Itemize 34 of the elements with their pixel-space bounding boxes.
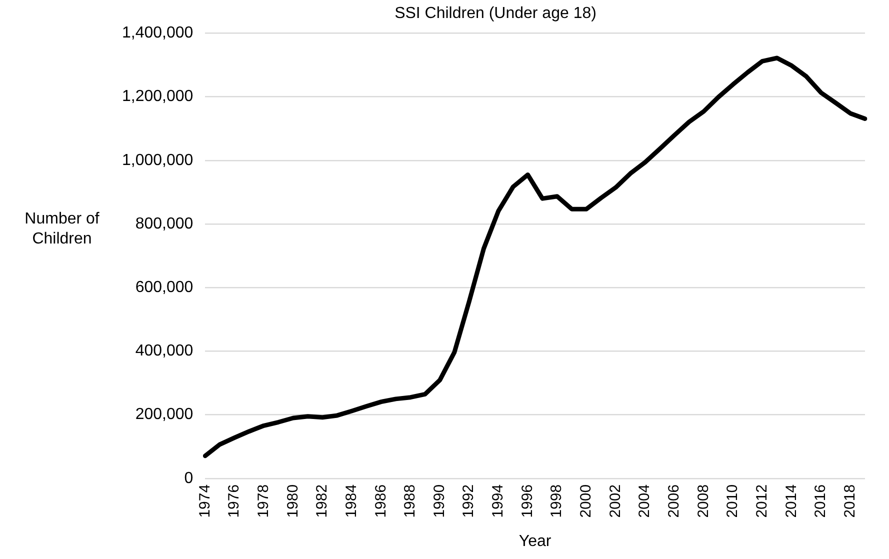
x-axis-title: Year bbox=[518, 532, 552, 550]
x-tick-label: 1992 bbox=[460, 484, 478, 518]
x-tick-label: 1984 bbox=[342, 484, 360, 518]
y-tick-label: 400,000 bbox=[135, 342, 194, 360]
x-tick-label: 2000 bbox=[578, 484, 595, 518]
x-tick-label: 1980 bbox=[284, 484, 302, 518]
chart-title: SSI Children (Under age 18) bbox=[394, 5, 596, 22]
y-tick-label: 1,400,000 bbox=[122, 24, 194, 42]
x-tick-label: 1994 bbox=[490, 484, 507, 518]
x-tick-label: 2010 bbox=[724, 484, 742, 518]
x-tick-label: 1990 bbox=[430, 484, 448, 518]
y-tick-label: 1,200,000 bbox=[122, 88, 194, 106]
x-tick-label: 1988 bbox=[402, 484, 419, 518]
x-tick-label: 1974 bbox=[196, 484, 214, 518]
x-tick-label: 1986 bbox=[372, 484, 390, 518]
x-tick-label: 2018 bbox=[841, 484, 858, 518]
x-tick-label: 2004 bbox=[636, 484, 654, 518]
x-tick-label: 1996 bbox=[518, 484, 536, 518]
y-tick-label: 200,000 bbox=[135, 406, 194, 424]
y-tick-label: 0 bbox=[184, 470, 194, 487]
y-tick-label: 800,000 bbox=[135, 215, 194, 232]
y-tick-label: 1,000,000 bbox=[122, 152, 194, 169]
x-tick-label: 1978 bbox=[254, 484, 272, 518]
y-tick-label: 600,000 bbox=[135, 279, 194, 296]
x-tick-label: 1976 bbox=[226, 484, 243, 518]
x-tick-label: 2008 bbox=[694, 484, 712, 518]
x-tick-label: 2012 bbox=[754, 484, 770, 518]
y-axis-title: Number of Children bbox=[24, 210, 100, 248]
x-tick-label: 1998 bbox=[548, 484, 566, 518]
x-tick-label: 2002 bbox=[606, 484, 624, 518]
x-tick-label: 2014 bbox=[782, 484, 800, 518]
x-tick-label: 1982 bbox=[314, 484, 331, 518]
x-tick-label: 2006 bbox=[666, 484, 683, 518]
x-tick-label: 2016 bbox=[812, 484, 830, 518]
